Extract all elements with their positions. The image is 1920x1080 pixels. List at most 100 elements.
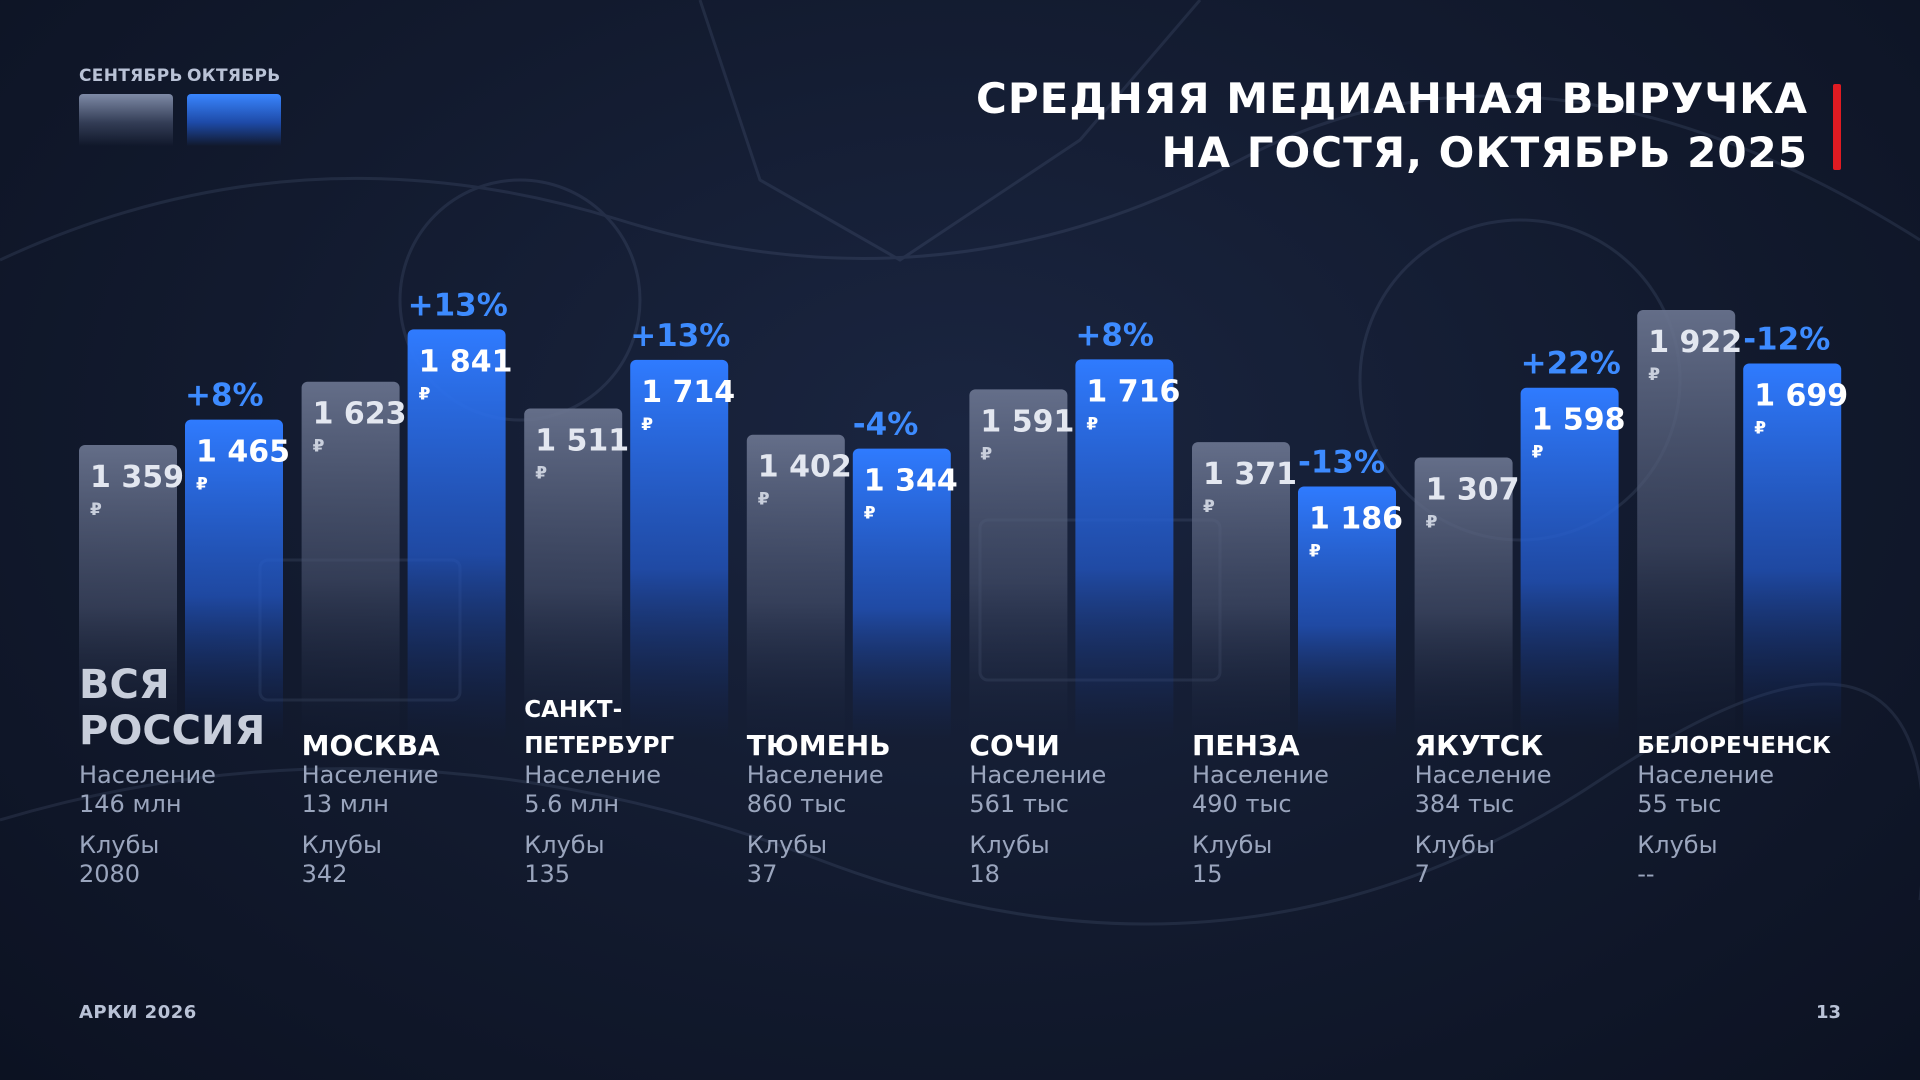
bar-september	[1192, 442, 1290, 740]
clubs-value: --	[1637, 860, 1655, 888]
region-name: ПЕНЗА	[1192, 728, 1300, 764]
currency-symbol: ₽	[1086, 414, 1098, 434]
bar-value-october: 1 699	[1754, 378, 1848, 413]
population-label: Население	[1414, 761, 1552, 789]
region-name-line: ТЮМЕНЬ	[746, 729, 891, 762]
region-name: БЕЛОРЕЧЕНСК	[1637, 728, 1831, 764]
clubs-value: 7	[1414, 860, 1430, 888]
bar-october	[407, 329, 506, 740]
bar-value-september: 1 922	[1648, 325, 1742, 360]
clubs-value: 2080	[79, 860, 141, 888]
bar-value-october: 1 716	[1086, 374, 1180, 409]
clubs-value: 15	[1192, 860, 1223, 888]
change-label: +13%	[630, 318, 730, 354]
bar-value-september: 1 307	[1426, 472, 1520, 507]
change-label: -12%	[1743, 321, 1830, 357]
bar-value-october: 1 186	[1309, 501, 1403, 536]
clubs-label: Клубы	[301, 831, 382, 859]
currency-symbol: ₽	[535, 464, 547, 484]
bar-september	[1637, 310, 1736, 740]
page-title: СРЕДНЯЯ МЕДИАННАЯ ВЫРУЧКА НА ГОСТЯ, ОКТЯ…	[976, 72, 1808, 180]
currency-symbol: ₽	[641, 415, 653, 435]
bar-september	[79, 445, 177, 740]
bar-value-october: 1 344	[864, 464, 958, 499]
chart-legend: СЕНТЯБРЬ ОКТЯБРЬ	[79, 66, 281, 146]
bar-october	[1520, 387, 1619, 740]
bar-october	[852, 448, 951, 740]
region-name-line: ЯКУТСК	[1414, 729, 1544, 762]
bar-value-september: 1 359	[90, 460, 184, 495]
clubs-label: Клубы	[79, 831, 160, 859]
population-label: Население	[79, 761, 216, 789]
clubs-value: 342	[301, 860, 348, 888]
population-value: 384 тыс	[1414, 790, 1515, 818]
change-label: +8%	[185, 378, 264, 414]
bar-value-september: 1 623	[313, 397, 407, 432]
clubs-label: Клубы	[524, 831, 605, 859]
population-label: Население	[746, 761, 884, 789]
bar-september	[746, 434, 845, 740]
population-value: 13 млн	[301, 790, 389, 818]
change-label: +13%	[408, 287, 508, 323]
population-value: 146 млн	[79, 790, 182, 818]
bar-value-october: 1 714	[641, 375, 735, 410]
legend-swatch-september	[79, 94, 173, 146]
currency-symbol: ₽	[1309, 541, 1321, 561]
legend-item-september: СЕНТЯБРЬ	[79, 66, 183, 146]
clubs-label: Клубы	[1192, 831, 1273, 859]
currency-symbol: ₽	[1426, 512, 1438, 532]
bar-october	[1298, 486, 1396, 740]
change-label: +8%	[1075, 317, 1154, 353]
region-name-line: САНКТ-	[524, 697, 623, 723]
population-value: 490 тыс	[1192, 790, 1292, 818]
region-name-line: МОСКВА	[301, 729, 440, 762]
region-name-line: БЕЛОРЕЧЕНСК	[1637, 733, 1831, 759]
bar-september	[524, 408, 623, 740]
region-name: МОСКВА	[302, 728, 440, 764]
population-value: 860 тыс	[746, 790, 847, 818]
clubs-value: 135	[524, 860, 570, 888]
currency-symbol: ₽	[419, 384, 431, 404]
bar-september	[1414, 457, 1513, 740]
page-title-line-1: СРЕДНЯЯ МЕДИАННАЯ ВЫРУЧКА	[976, 74, 1808, 123]
legend-label-october: ОКТЯБРЬ	[187, 66, 281, 86]
clubs-label: Клубы	[746, 831, 828, 859]
currency-symbol: ₽	[1754, 418, 1766, 438]
clubs-label: Клубы	[1414, 831, 1495, 859]
legend-item-october: ОКТЯБРЬ	[187, 66, 281, 146]
change-label: +22%	[1521, 346, 1621, 382]
page-title-line-2: НА ГОСТЯ, ОКТЯБРЬ 2025	[1161, 128, 1808, 177]
population-label: Население	[301, 761, 439, 789]
currency-symbol: ₽	[1648, 365, 1660, 385]
region-name-line: РОССИЯ	[79, 708, 266, 754]
region-name: СОЧИ	[969, 728, 1059, 764]
population-label: Население	[1192, 761, 1329, 789]
population-label: Население	[524, 761, 662, 789]
change-label: -4%	[853, 407, 919, 443]
footer-brand: АРКИ 2026	[79, 1002, 197, 1023]
region-name-line: СОЧИ	[969, 729, 1060, 762]
currency-symbol: ₽	[196, 475, 208, 495]
currency-symbol: ₽	[980, 444, 992, 464]
region-name: ЯКУТСК	[1415, 728, 1544, 764]
bar-october	[1743, 363, 1842, 740]
population-value: 561 тыс	[969, 790, 1069, 818]
region-name: ТЮМЕНЬ	[747, 728, 891, 764]
bar-october	[1075, 359, 1174, 740]
clubs-label: Клубы	[1637, 831, 1718, 859]
legend-swatch-october	[187, 94, 281, 146]
currency-symbol: ₽	[90, 500, 102, 520]
legend-label-september: СЕНТЯБРЬ	[79, 66, 183, 86]
currency-symbol: ₽	[1203, 497, 1215, 517]
currency-symbol: ₽	[313, 437, 325, 457]
region-name-line: ПЕНЗА	[1192, 729, 1300, 762]
region-name: САНКТ- ПЕТЕРБУРГ	[524, 692, 674, 764]
bar-value-october: 1 598	[1532, 403, 1626, 438]
bar-value-october: 1 841	[419, 344, 513, 379]
clubs-value: 18	[969, 860, 1000, 888]
bar-value-september: 1 511	[535, 424, 629, 459]
bar-september	[969, 389, 1068, 740]
bar-value-october: 1 465	[196, 435, 290, 470]
bar-value-september: 1 371	[1203, 457, 1297, 492]
population-value: 55 тыс	[1637, 790, 1722, 818]
